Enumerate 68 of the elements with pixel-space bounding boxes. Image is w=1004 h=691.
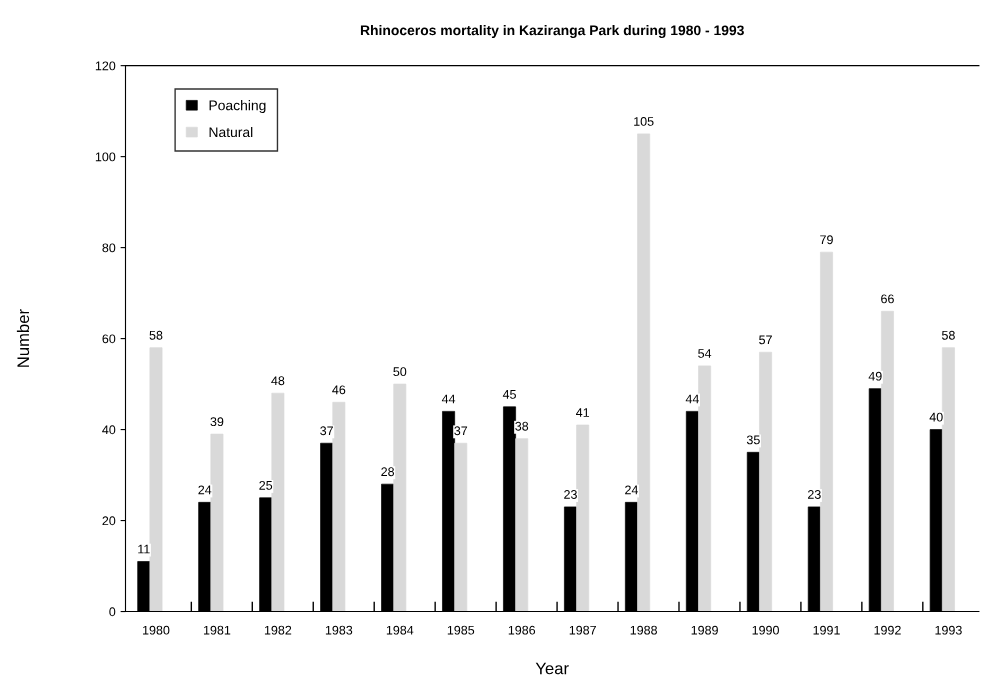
x-tick-label: 1989 (691, 625, 718, 635)
data-label: 57 (759, 335, 772, 345)
bar (698, 365, 712, 612)
bar (576, 424, 590, 612)
data-label: 41 (576, 408, 590, 417)
data-label: 23 (564, 490, 577, 499)
data-label: 54 (698, 349, 712, 358)
x-tick-label: 1982 (264, 625, 292, 635)
bar (149, 347, 163, 612)
y-tick-label: 40 (102, 425, 116, 435)
y-axis-title: Number (16, 309, 30, 367)
data-label: 23 (807, 490, 821, 499)
data-label: 58 (941, 330, 955, 340)
legend-label: Natural (209, 126, 253, 138)
bar (515, 438, 529, 612)
data-label: 46 (332, 385, 346, 395)
bar (881, 310, 894, 612)
data-label: 24 (625, 485, 639, 495)
data-label: 25 (259, 480, 273, 490)
bar (332, 401, 346, 612)
data-label: 37 (454, 426, 468, 436)
x-tick-label: 1981 (203, 625, 231, 635)
bar (393, 383, 407, 612)
data-label: 38 (515, 421, 529, 431)
data-label: 40 (929, 412, 943, 422)
chart-title: Rhinoceros mortality in Kaziranga Park during 1980 - 1993 (360, 25, 744, 39)
bar (637, 133, 651, 612)
data-label: 79 (820, 235, 833, 245)
bar (210, 433, 224, 612)
bar (820, 251, 833, 612)
x-tick-label: 1991 (813, 625, 840, 635)
x-tick-label: 1990 (752, 625, 779, 635)
x-tick-label: 1993 (935, 625, 962, 635)
data-label: 66 (881, 294, 894, 304)
data-label: 44 (685, 394, 699, 404)
y-tick-label: 0 (109, 607, 116, 617)
y-tick-label: 60 (102, 334, 116, 344)
y-tick-label: 120 (95, 61, 116, 71)
legend-label: Poaching (209, 100, 266, 114)
bar (759, 351, 772, 612)
data-label: 50 (393, 367, 407, 377)
y-tick-label: 80 (102, 243, 116, 253)
x-tick-label: 1987 (569, 625, 596, 635)
data-label: 11 (138, 544, 150, 554)
bar (941, 347, 955, 612)
y-tick-label: 100 (95, 152, 116, 162)
x-tick-label: 1984 (386, 625, 414, 635)
x-tick-label: 1980 (143, 625, 170, 635)
data-label: 45 (502, 390, 516, 399)
x-tick-label: 1988 (630, 625, 657, 635)
data-label: 105 (634, 117, 654, 126)
x-tick-label: 1986 (508, 625, 536, 635)
data-label: 48 (271, 376, 285, 386)
x-tick-label: 1983 (325, 625, 353, 635)
data-label: 44 (441, 394, 456, 404)
data-label: 58 (149, 330, 163, 340)
y-tick-label: 20 (102, 516, 116, 526)
x-tick-label: 1992 (874, 625, 901, 635)
bar (271, 392, 285, 612)
data-label: 39 (210, 417, 224, 427)
data-label: 37 (320, 426, 333, 436)
data-label: 28 (381, 467, 395, 477)
data-label: 49 (868, 371, 882, 381)
data-label: 35 (746, 435, 760, 445)
bar (454, 442, 468, 612)
data-label: 24 (198, 485, 212, 495)
x-axis-title: Year (535, 662, 569, 675)
x-tick-label: 1985 (447, 625, 475, 635)
